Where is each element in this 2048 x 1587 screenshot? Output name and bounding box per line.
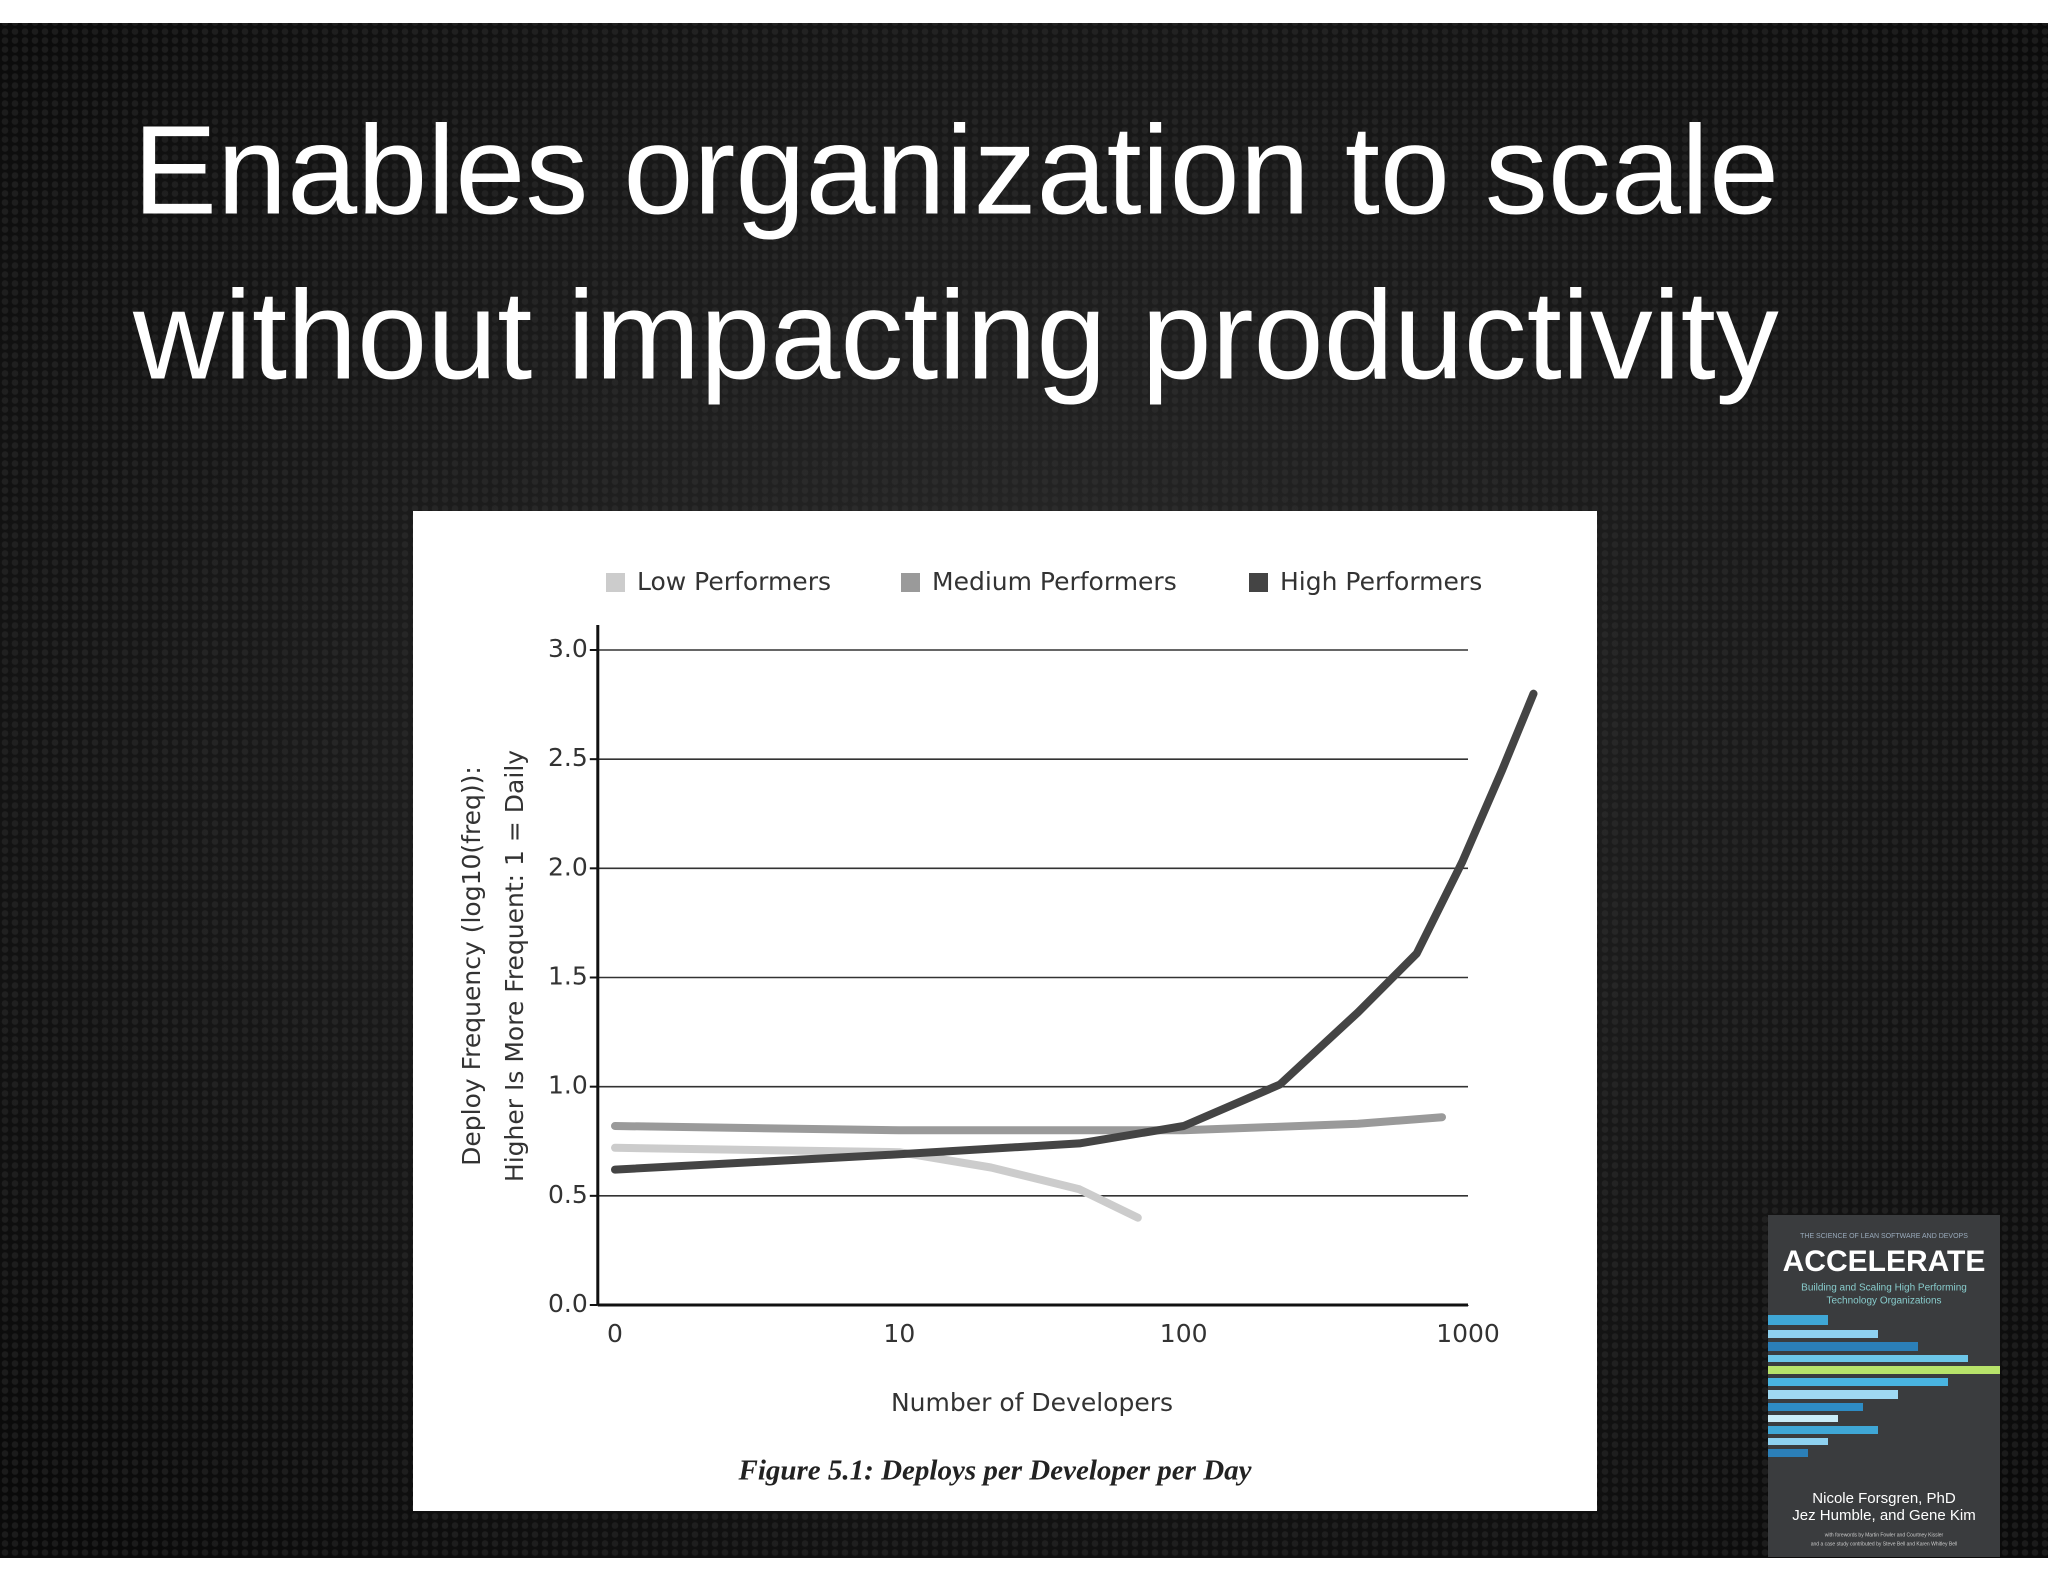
book-subtitle: Building and Scaling High Performing [1801, 1283, 1967, 1294]
legend-swatch [901, 573, 920, 592]
book-credit: with forewords by Martin Fowler and Cour… [1825, 1532, 1944, 1538]
slide-title: Enables organization to scale [133, 99, 1779, 240]
y-tick-label: 0.0 [548, 1289, 588, 1318]
y-tick-label: 1.5 [548, 962, 588, 991]
x-tick-label: 1000 [1436, 1319, 1500, 1348]
x-axis-label: Number of Developers [891, 1388, 1173, 1417]
x-tick-label: 10 [883, 1319, 915, 1348]
legend-swatch [606, 573, 625, 592]
legend-label: Low Performers [637, 567, 831, 596]
chart-panel [413, 511, 1597, 1511]
x-tick-label: 0 [607, 1319, 623, 1348]
line-series [611, 1143, 1142, 1222]
y-axis-label: Higher Is More Frequent: 1 = Daily [500, 750, 529, 1182]
book-subtitle: Technology Organizations [1826, 1296, 1941, 1307]
x-tick-label: 100 [1160, 1319, 1208, 1348]
legend-label: High Performers [1280, 567, 1482, 596]
book-tagline: THE SCIENCE OF LEAN SOFTWARE AND DEVOPS [1800, 1233, 1968, 1240]
legend-swatch [1249, 573, 1268, 592]
line-series [611, 1113, 1446, 1135]
line-series [611, 689, 1538, 1174]
book-credit: and a case study contributed by Steve Be… [1811, 1541, 1957, 1547]
book-author: Nicole Forsgren, PhD [1812, 1490, 1956, 1507]
y-tick-label: 3.0 [548, 634, 588, 663]
y-tick-label: 0.5 [548, 1180, 588, 1209]
chart: Number of Developers Figure 5.1: Deploys… [413, 511, 1597, 1511]
y-tick-label: 2.0 [548, 852, 588, 881]
book-title: ACCELERATE [1783, 1245, 1986, 1278]
y-tick-label: 2.5 [548, 743, 588, 772]
book-author: Jez Humble, and Gene Kim [1792, 1507, 1975, 1524]
y-axis-label: Deploy Frequency (log10(freq)): [457, 766, 486, 1166]
book-cover: THE SCIENCE OF LEAN SOFTWARE AND DEVOPS … [1768, 1215, 2000, 1557]
legend-label: Medium Performers [932, 567, 1177, 596]
caption: Figure 5.1: Deploys per Developer per Da… [737, 1455, 1251, 1487]
slide-title: without impacting productivity [132, 264, 1779, 405]
book-art [1768, 1315, 2000, 1457]
y-tick-label: 1.0 [548, 1071, 588, 1100]
